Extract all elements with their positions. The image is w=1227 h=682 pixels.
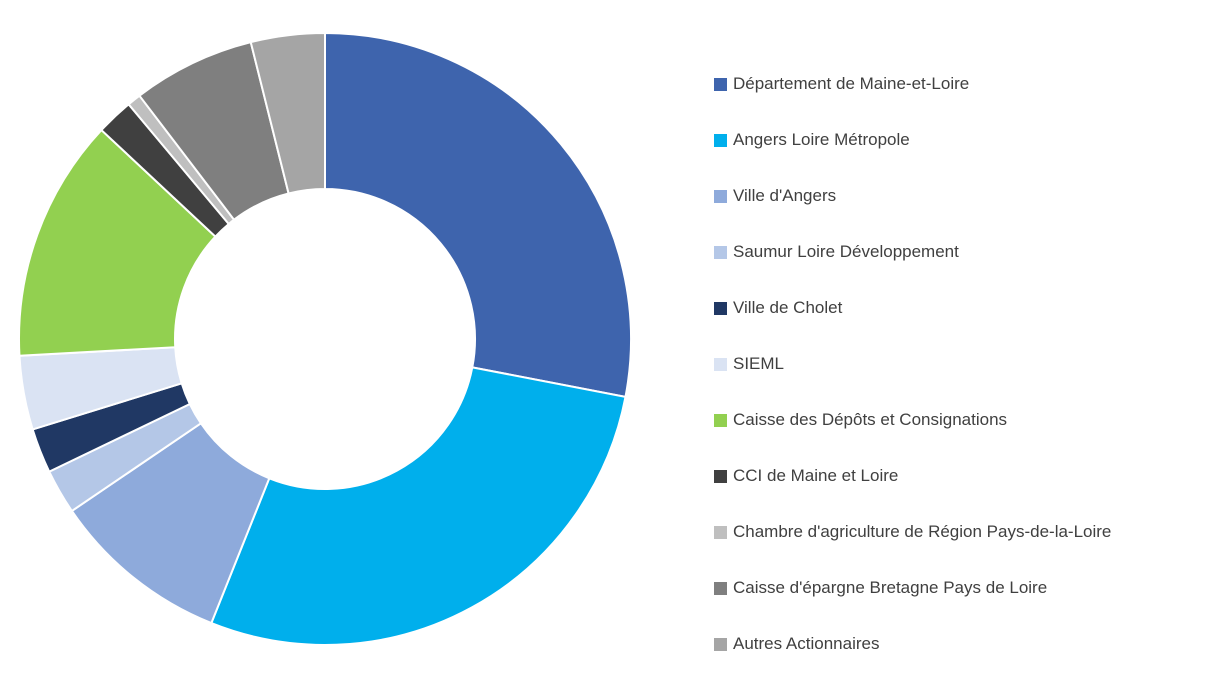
legend-swatch xyxy=(714,301,727,315)
legend-swatch xyxy=(714,581,727,595)
legend-label: Saumur Loire Développement xyxy=(733,242,959,261)
legend-swatch xyxy=(714,245,727,259)
donut-slice-7 xyxy=(18,128,217,357)
legend-swatch xyxy=(714,357,727,371)
legend: Département de Maine-et-Loire Angers Loir… xyxy=(714,56,1111,672)
legend-label: Ville de Cholet xyxy=(733,298,843,317)
legend-swatch xyxy=(714,637,727,651)
legend-swatch xyxy=(714,133,727,147)
legend-item: Caisse d'épargne Bretagne Pays de Loire xyxy=(714,560,1111,616)
legend-item: SIEML xyxy=(714,336,1111,392)
legend-label: CCI de Maine et Loire xyxy=(733,466,899,485)
legend-item: CCI de Maine et Loire xyxy=(714,448,1111,504)
legend-swatch xyxy=(714,525,727,539)
legend-item: Caisse des Dépôts et Consignations xyxy=(714,392,1111,448)
legend-swatch xyxy=(714,77,727,91)
legend-label: Chambre d'agriculture de Région Pays-de-… xyxy=(733,522,1112,541)
legend-item: Ville de Cholet xyxy=(714,280,1111,336)
legend-label: Angers Loire Métropole xyxy=(733,130,910,149)
legend-label: Département de Maine-et-Loire xyxy=(733,74,970,93)
legend-label: SIEML xyxy=(733,354,785,373)
donut-chart xyxy=(18,31,633,646)
donut-slice-11 xyxy=(249,31,326,195)
donut-slice-1 xyxy=(324,31,633,399)
legend-item: Département de Maine-et-Loire xyxy=(714,56,1111,112)
legend-label: Caisse des Dépôts et Consignations xyxy=(733,410,1008,429)
legend-label: Caisse d'épargne Bretagne Pays de Loire xyxy=(733,578,1048,597)
legend-item: Autres Actionnaires xyxy=(714,616,1111,672)
legend-item: Saumur Loire Développement xyxy=(714,224,1111,280)
donut-slice-2 xyxy=(210,366,627,646)
legend-label: Autres Actionnaires xyxy=(733,634,880,653)
legend-swatch xyxy=(714,413,727,427)
legend-item: Ville d'Angers xyxy=(714,168,1111,224)
legend-item: Chambre d'agriculture de Région Pays-de-… xyxy=(714,504,1111,560)
legend-swatch xyxy=(714,189,727,203)
legend-label: Ville d'Angers xyxy=(733,186,837,205)
legend-swatch xyxy=(714,469,727,483)
legend-item: Angers Loire Métropole xyxy=(714,112,1111,168)
